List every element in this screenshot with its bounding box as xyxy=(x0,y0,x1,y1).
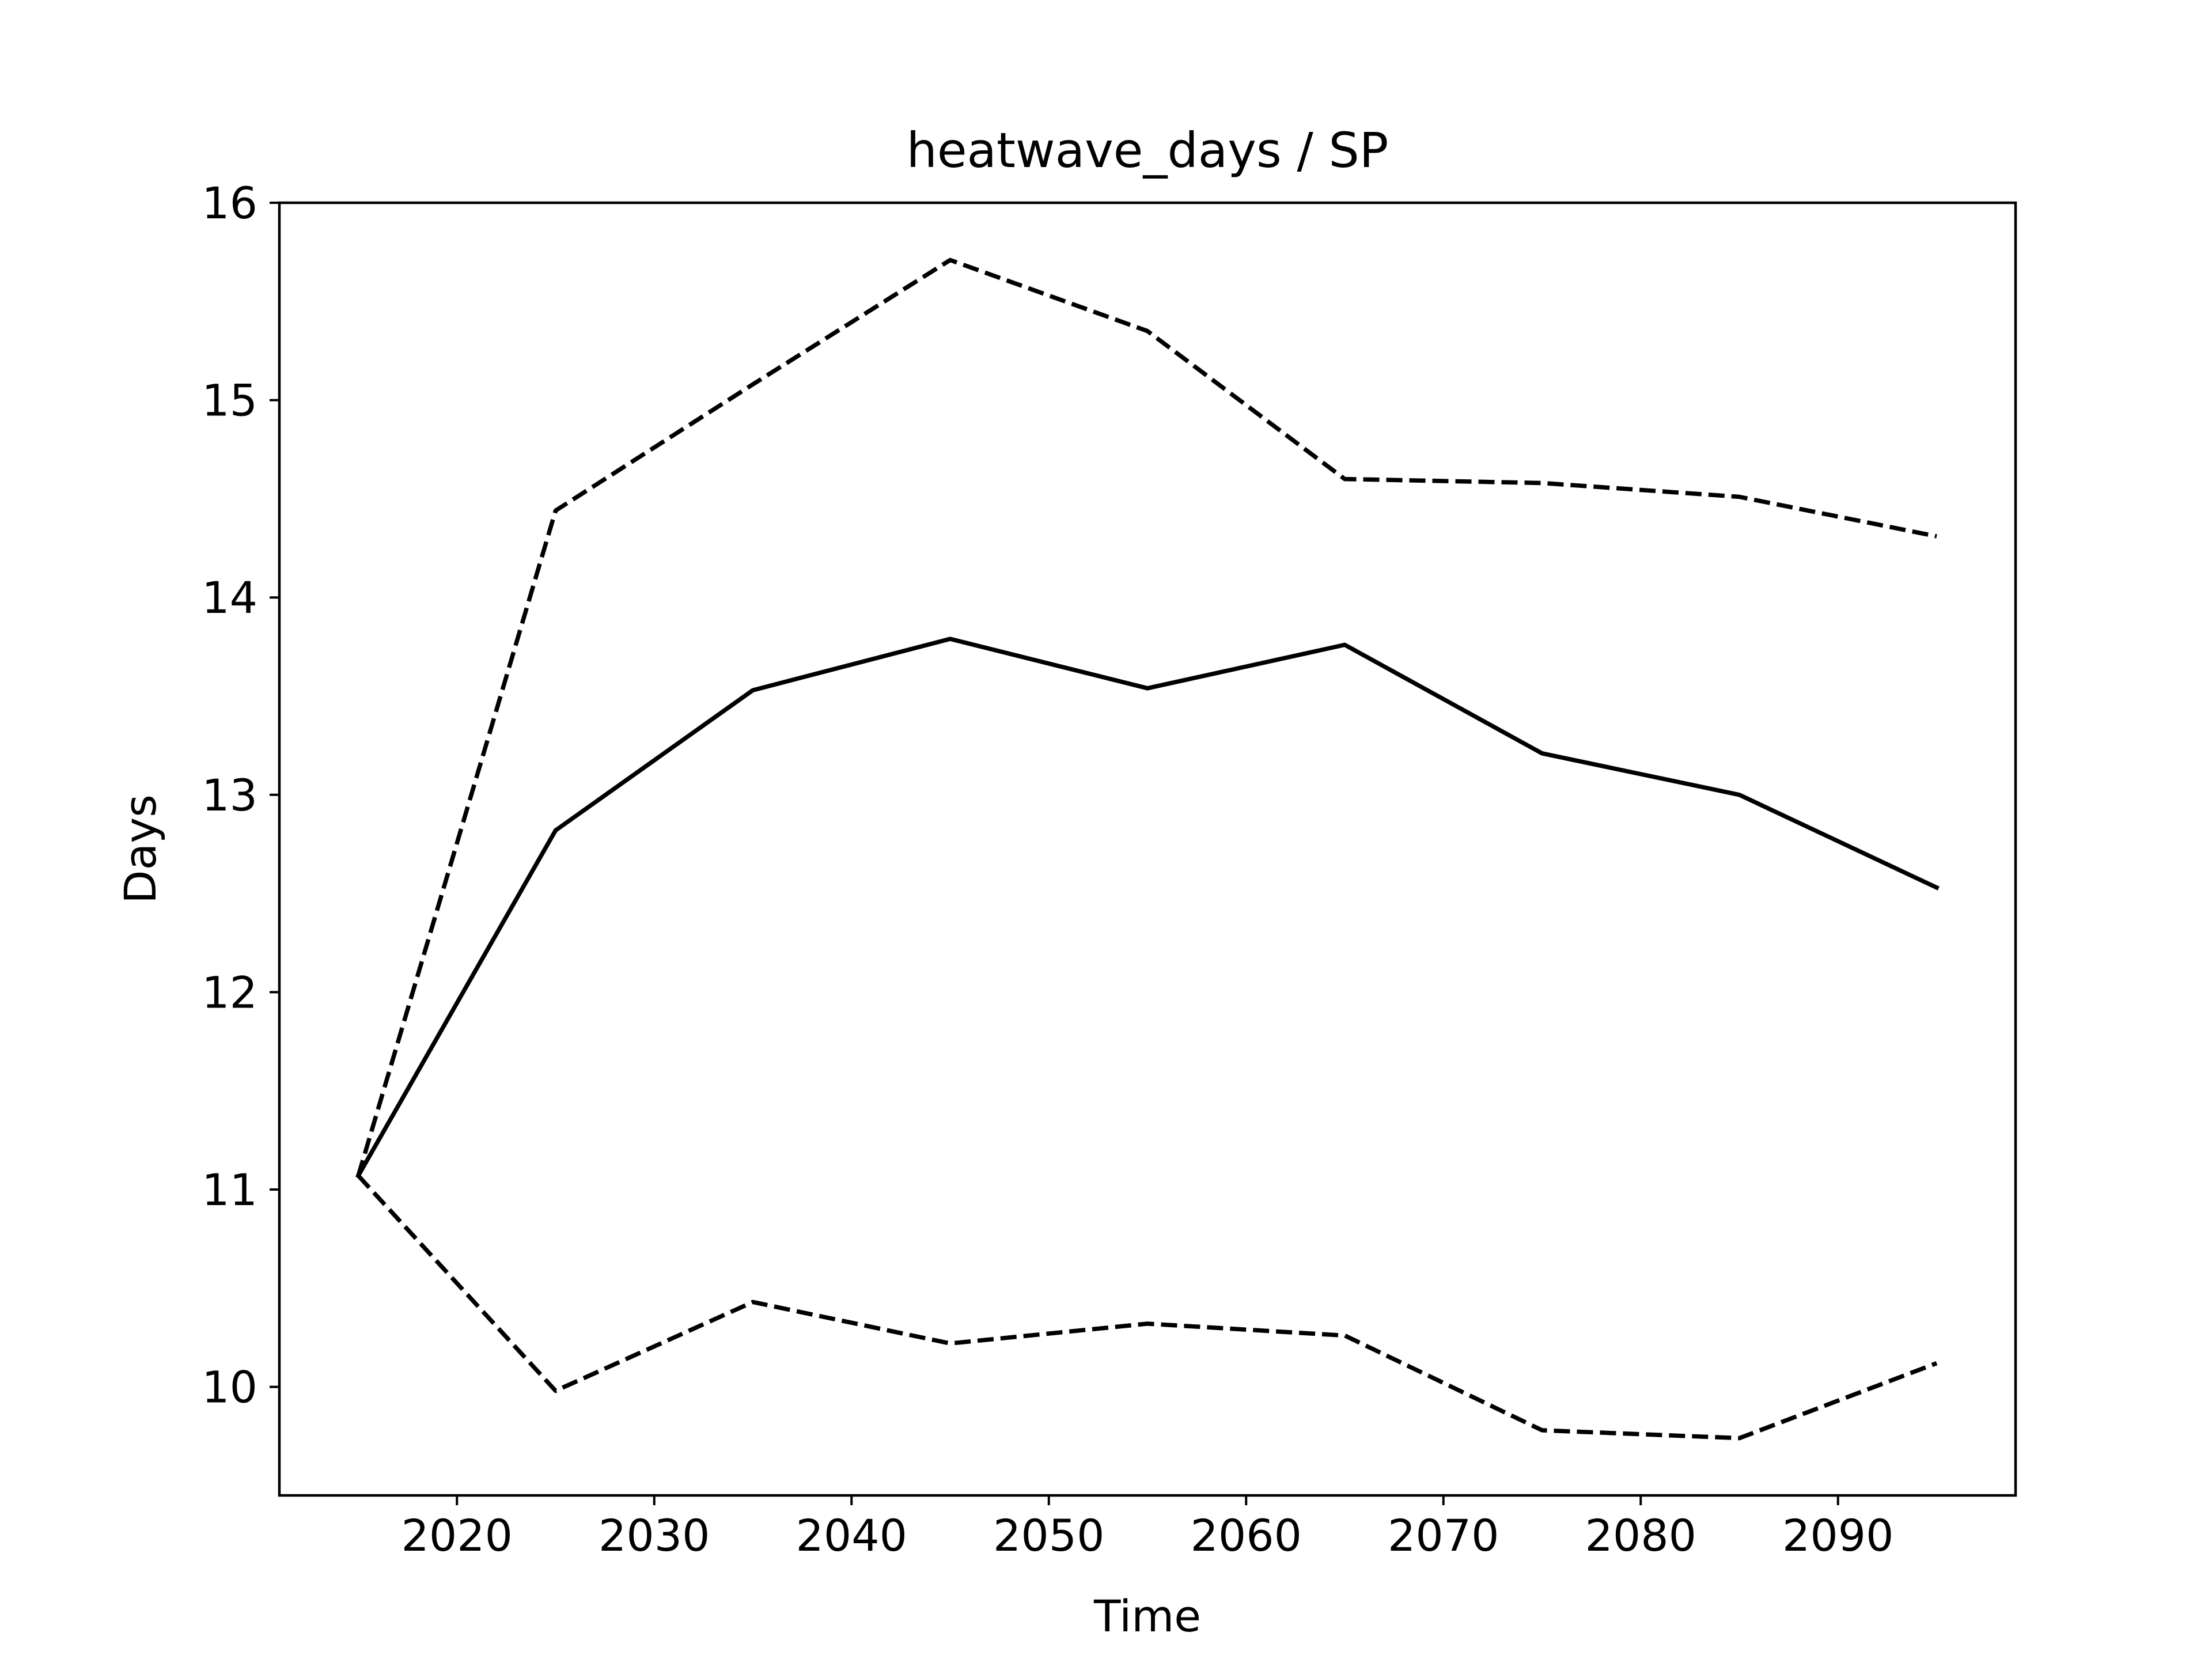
x-tick-label: 2050 xyxy=(993,1510,1104,1561)
chart-title: heatwave_days / SP xyxy=(907,122,1389,179)
y-tick-label: 13 xyxy=(202,770,257,821)
y-tick-label: 16 xyxy=(202,177,257,229)
x-tick-label: 2070 xyxy=(1388,1510,1499,1561)
axes-layer: 2020 2030 2040 2050 2060 2070 2080 2090 10 11 12 13… xyxy=(202,177,1893,1561)
y-tick-label: 10 xyxy=(202,1362,257,1413)
y-tick-label: 15 xyxy=(202,375,257,426)
y-axis-label: Days xyxy=(115,794,166,904)
y-tick-label: 14 xyxy=(202,572,257,623)
x-tick-label: 2060 xyxy=(1191,1510,1302,1561)
dashed-series-line-1 xyxy=(356,257,1937,1177)
x-tick-label: 2080 xyxy=(1585,1510,1696,1561)
x-tick-label: 2020 xyxy=(402,1510,513,1561)
x-tick-label: 2030 xyxy=(599,1510,710,1561)
plot-frame xyxy=(278,201,2017,1497)
series-layer xyxy=(355,257,1940,1441)
y-tick-label: 11 xyxy=(202,1164,257,1215)
x-tick-label: 2040 xyxy=(796,1510,907,1561)
x-axis-label: Time xyxy=(1093,1590,1201,1642)
solid-series-line-0 xyxy=(355,637,1940,1179)
dashed-series-line-2 xyxy=(357,1174,1938,1441)
y-tick-label: 12 xyxy=(202,967,257,1018)
x-tick-label: 2090 xyxy=(1782,1510,1893,1561)
